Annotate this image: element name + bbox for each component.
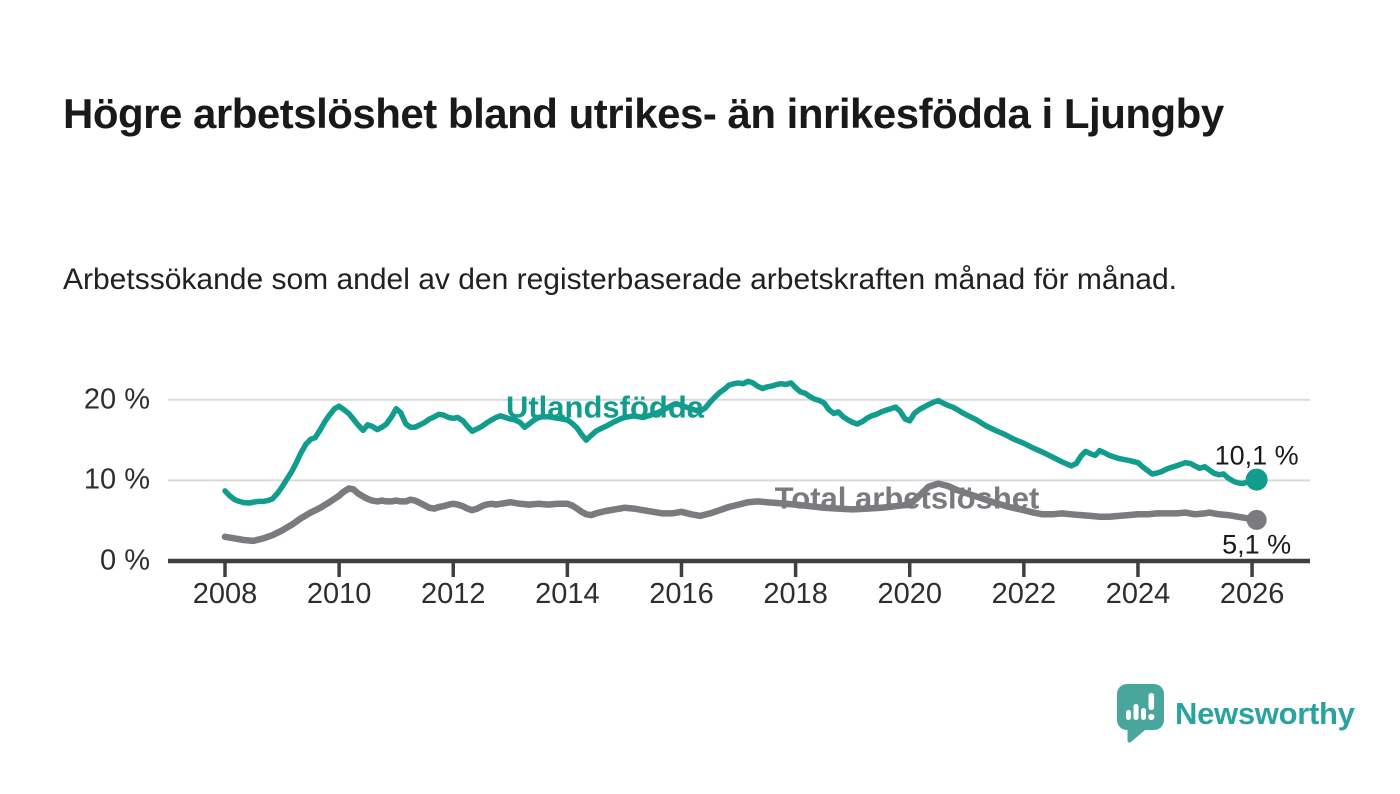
x-tick-label: 2016 [649,578,714,610]
x-tick-label: 2012 [420,578,486,610]
newsworthy-logo: Newsworthy [1117,684,1355,743]
x-tick-label: 2008 [192,578,258,610]
bar-chart-speech-bubble-icon [1117,684,1164,743]
x-tick-label: 2014 [535,578,600,610]
page-subtitle: Arbetssökande som andel av den registerb… [63,263,1177,296]
newsworthy-logo-text: Newsworthy [1175,696,1355,731]
x-tick-label: 2026 [1219,578,1285,610]
y-tick-label: 10 % [83,463,150,496]
end-value-label-utlandsfodda: 10,1 % [1214,440,1299,471]
y-tick-label: 20 % [83,383,150,416]
x-tick-label: 2010 [306,578,372,610]
end-value-label-total: 5,1 % [1222,529,1292,560]
page-title: Högre arbetslöshet bland utrikes- än inr… [63,90,1224,138]
x-tick-label: 2024 [1105,578,1171,610]
x-tick-label: 2018 [763,578,828,610]
y-tick-label: 0 % [100,544,150,577]
x-tick-label: 2020 [877,578,942,610]
series-label-total-arbetsloshet: Total arbetslöshet [774,480,1040,516]
x-tick-label: 2022 [991,578,1057,610]
series-label-utlandsfodda: Utlandsfödda [505,389,705,425]
